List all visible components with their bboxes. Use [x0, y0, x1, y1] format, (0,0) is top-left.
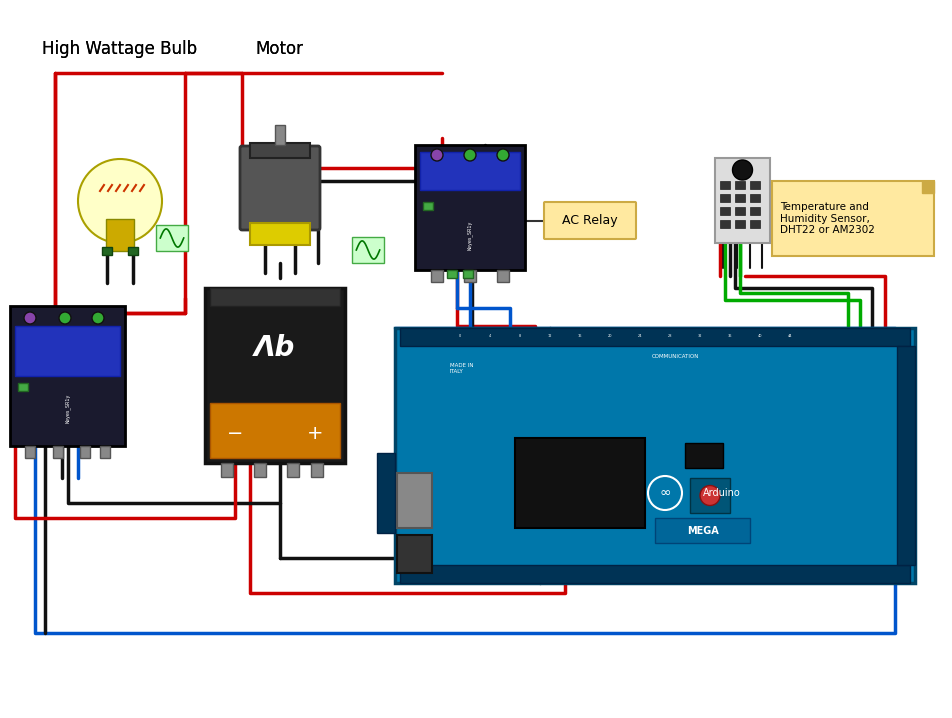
- Bar: [18, 383, 28, 391]
- Text: Λb: Λb: [254, 334, 296, 362]
- Text: 16: 16: [578, 334, 583, 338]
- Bar: [750, 220, 760, 228]
- Bar: [397, 473, 432, 528]
- Text: 32: 32: [698, 334, 703, 338]
- Bar: [25, 446, 35, 458]
- Bar: [377, 453, 395, 533]
- Bar: [420, 152, 520, 190]
- Bar: [772, 181, 934, 256]
- Circle shape: [92, 312, 104, 324]
- Bar: [897, 346, 915, 565]
- Bar: [415, 145, 525, 270]
- Bar: [397, 535, 432, 573]
- Bar: [463, 270, 473, 278]
- Text: Arduino: Arduino: [703, 488, 741, 498]
- Circle shape: [700, 485, 720, 505]
- Bar: [690, 478, 730, 513]
- Bar: [400, 565, 910, 583]
- Bar: [515, 438, 645, 528]
- Bar: [735, 181, 745, 189]
- FancyBboxPatch shape: [544, 202, 636, 239]
- Text: Temperature and
Humidity Sensor,
DHT22 or AM2302: Temperature and Humidity Sensor, DHT22 o…: [780, 202, 875, 235]
- Bar: [735, 207, 745, 215]
- Text: Keyes_SR1y: Keyes_SR1y: [467, 220, 473, 250]
- Text: 28: 28: [667, 334, 672, 338]
- Bar: [80, 446, 90, 458]
- Bar: [750, 181, 760, 189]
- Bar: [10, 306, 125, 446]
- Circle shape: [732, 160, 752, 180]
- Text: Keyes_SR1y: Keyes_SR1y: [65, 393, 70, 423]
- Text: MEGA: MEGA: [687, 526, 719, 536]
- Bar: [275, 125, 285, 145]
- Bar: [210, 288, 340, 306]
- Bar: [735, 194, 745, 202]
- Text: 4: 4: [489, 334, 491, 338]
- Bar: [156, 225, 188, 251]
- Text: 8: 8: [519, 334, 521, 338]
- Bar: [100, 446, 110, 458]
- Circle shape: [78, 159, 162, 243]
- Bar: [250, 223, 310, 245]
- Text: +: +: [307, 424, 324, 442]
- Bar: [311, 463, 323, 477]
- Bar: [53, 446, 63, 458]
- Bar: [250, 143, 310, 158]
- Bar: [720, 181, 730, 189]
- Bar: [102, 247, 112, 255]
- Text: Motor: Motor: [255, 40, 303, 58]
- Circle shape: [431, 149, 443, 161]
- Bar: [497, 270, 509, 282]
- Text: High Wattage Bulb: High Wattage Bulb: [42, 40, 197, 58]
- Bar: [750, 194, 760, 202]
- Bar: [735, 220, 745, 228]
- Circle shape: [24, 312, 36, 324]
- Bar: [464, 270, 476, 282]
- Bar: [750, 207, 760, 215]
- Bar: [221, 463, 233, 477]
- Circle shape: [497, 149, 509, 161]
- Text: High Wattage Bulb: High Wattage Bulb: [42, 40, 197, 58]
- Text: 40: 40: [758, 334, 763, 338]
- Text: 0: 0: [459, 334, 461, 338]
- Circle shape: [464, 149, 476, 161]
- Text: 20: 20: [607, 334, 612, 338]
- Bar: [423, 202, 433, 210]
- Bar: [395, 328, 915, 583]
- Bar: [720, 194, 730, 202]
- Circle shape: [648, 476, 682, 510]
- Circle shape: [59, 312, 71, 324]
- FancyBboxPatch shape: [240, 146, 320, 230]
- Bar: [205, 288, 345, 463]
- Text: 44: 44: [787, 334, 792, 338]
- Bar: [254, 463, 266, 477]
- Bar: [431, 270, 443, 282]
- Bar: [720, 220, 730, 228]
- Bar: [210, 403, 340, 458]
- Bar: [400, 328, 910, 346]
- Text: ∞: ∞: [659, 486, 671, 500]
- Bar: [447, 270, 457, 278]
- Bar: [128, 247, 138, 255]
- Bar: [655, 518, 750, 543]
- Bar: [287, 463, 299, 477]
- Text: 24: 24: [638, 334, 643, 338]
- Text: MADE IN
ITALY: MADE IN ITALY: [450, 363, 473, 374]
- Bar: [352, 237, 384, 263]
- Bar: [685, 443, 723, 468]
- Bar: [720, 207, 730, 215]
- Text: 36: 36: [727, 334, 732, 338]
- Bar: [15, 326, 120, 376]
- Text: AC Relay: AC Relay: [563, 214, 618, 227]
- Text: 12: 12: [547, 334, 552, 338]
- Text: −: −: [227, 424, 243, 442]
- Text: COMMUNICATION: COMMUNICATION: [651, 354, 699, 359]
- Bar: [715, 158, 770, 243]
- Text: Motor: Motor: [255, 40, 303, 58]
- Polygon shape: [922, 181, 934, 193]
- Bar: [106, 219, 134, 251]
